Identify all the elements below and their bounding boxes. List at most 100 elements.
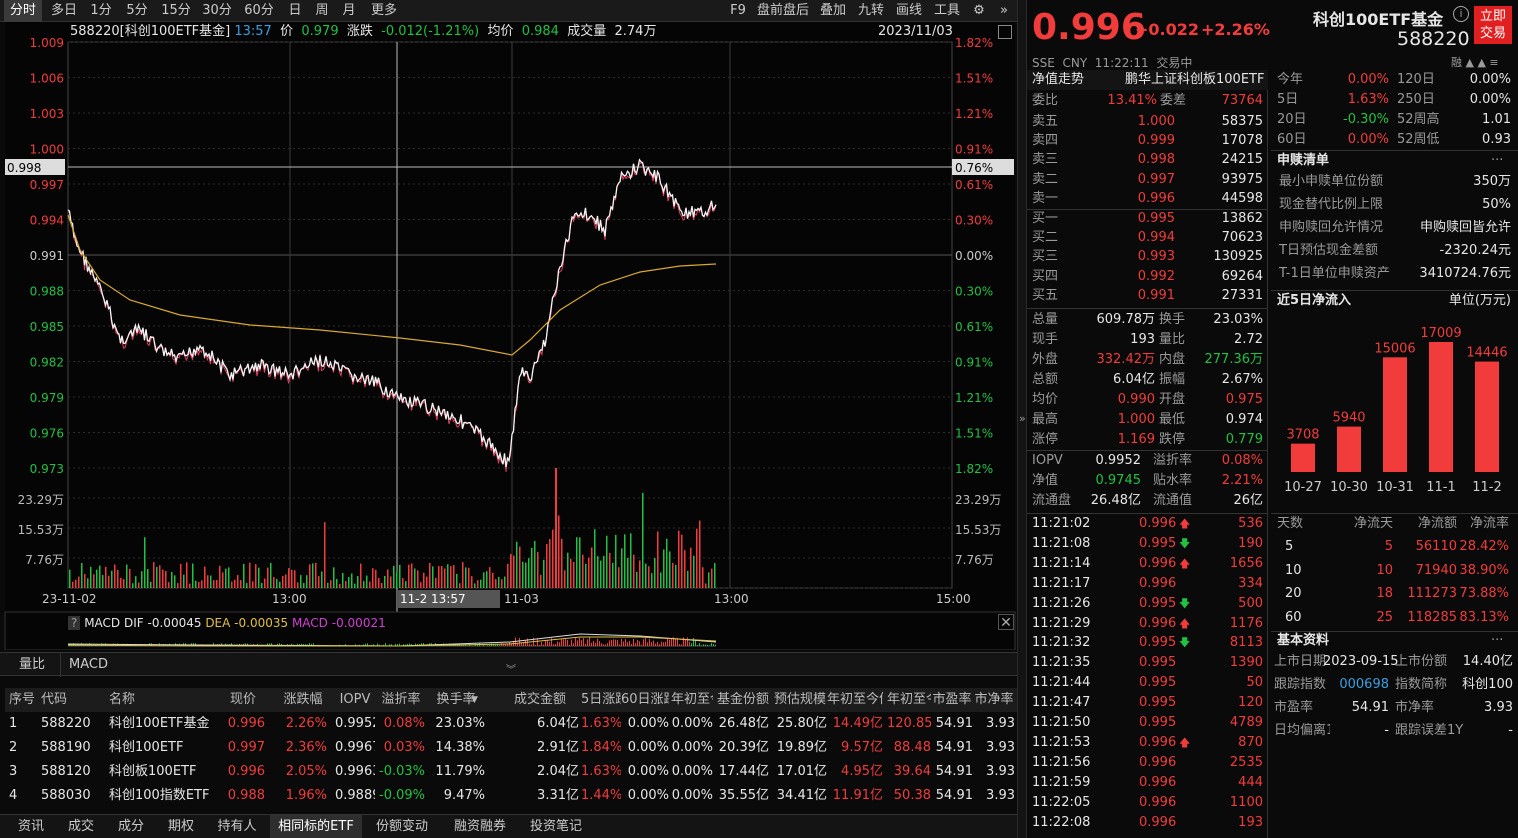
column-header[interactable]: 市净率 — [974, 692, 1014, 707]
intraday-chart[interactable]: 1.009 1.006 1.003 1.000 0.997 0.994 0.991 0.988… — [0, 0, 1017, 650]
macd-bar — [299, 643, 300, 646]
quick-icons[interactable]: 融 ▲ ▲ ≡ — [1451, 56, 1499, 69]
panel-divider[interactable]: » — [1017, 0, 1027, 838]
tab-same-index-etf[interactable]: 相同标的ETF — [270, 815, 362, 838]
bid-level[interactable]: 买五 0.991 27331 — [1027, 286, 1268, 306]
tab-margin[interactable]: 融资融券 — [453, 819, 506, 834]
quote-time: 11:22:11 — [1094, 56, 1149, 70]
ask-level[interactable]: 卖四 0.999 17078 — [1027, 131, 1268, 151]
ask-level[interactable]: 卖五 1.000 58375 — [1027, 112, 1268, 132]
column-header[interactable]: 涨跌幅 — [283, 692, 323, 707]
inflow-bar[interactable] — [1429, 342, 1453, 472]
inflow-bar[interactable] — [1291, 443, 1315, 472]
tab-news[interactable]: 资讯 — [17, 819, 44, 834]
inflow-bar[interactable] — [1383, 357, 1407, 472]
period-tab-15min[interactable]: 15分 — [161, 3, 191, 18]
tool-draw[interactable]: 画线 — [895, 3, 922, 18]
sort-desc-icon[interactable]: ▼ — [471, 695, 478, 705]
tool-prepost[interactable]: 盘前盘后 — [756, 3, 809, 18]
more-icon[interactable]: ··· — [1491, 633, 1504, 648]
column-header[interactable]: 5日涨跌 — [581, 692, 621, 707]
help-icon[interactable]: ? — [68, 616, 81, 630]
level-price: 0.996 — [1137, 190, 1175, 206]
divider — [1027, 513, 1268, 514]
bid-level[interactable]: 买二 0.994 70623 — [1027, 228, 1268, 248]
collapse-arrow-icon[interactable]: » — [1019, 412, 1026, 425]
layout-icon[interactable] — [998, 25, 1012, 39]
period-tab-multiday[interactable]: 多日 — [50, 3, 77, 18]
period-tab-5min[interactable]: 5分 — [126, 3, 148, 18]
tab-options[interactable]: 期权 — [167, 819, 194, 834]
sub-list-label: 现金替代比例上限 — [1279, 197, 1384, 212]
bid-level[interactable]: 买三 0.993 130925 — [1027, 247, 1268, 267]
column-header[interactable]: 换手率 — [436, 692, 476, 707]
column-header[interactable]: 年初至今规模 — [887, 692, 931, 707]
double-chevron-right-icon[interactable]: » — [1000, 3, 1008, 18]
period-tab-more[interactable]: 更多 — [370, 3, 397, 18]
column-header[interactable]: 溢折率 — [381, 692, 421, 707]
divider — [1271, 290, 1518, 291]
ask-level[interactable]: 卖三 0.998 24215 — [1027, 150, 1268, 170]
stat-label: 量比 — [1159, 332, 1186, 347]
chart-panel: 分时 多日 1分 5分 15分 30分 60分 日 周 月 更多 F9 盘前盘后… — [0, 0, 1017, 838]
ask-level[interactable]: 卖一 0.996 44598 — [1027, 189, 1268, 209]
arrow-up-icon: 🡅 — [1179, 735, 1191, 749]
more-icon[interactable]: ··· — [1491, 153, 1504, 168]
tab-notes[interactable]: 投资笔记 — [529, 819, 582, 834]
inflow-bar[interactable] — [1475, 361, 1499, 472]
period-tab-60min[interactable]: 60分 — [244, 3, 274, 18]
period-tab-30min[interactable]: 30分 — [202, 3, 232, 18]
column-header[interactable]: 预估规模 — [773, 692, 826, 707]
column-header[interactable]: 年初至今 — [671, 692, 713, 707]
period-tab-day[interactable]: 日 — [288, 3, 302, 18]
tick-row: 11:21:35 0.995 1390 — [1027, 653, 1268, 673]
tab-components[interactable]: 成分 — [117, 819, 144, 834]
period-tab-week[interactable]: 周 — [315, 3, 329, 18]
tab-macd[interactable]: MACD — [60, 653, 116, 677]
tab-trades[interactable]: 成交 — [67, 819, 94, 834]
tool-tools[interactable]: 工具 — [933, 3, 960, 18]
bid-level[interactable]: 买一 0.995 13862 — [1027, 209, 1268, 229]
gear-icon[interactable]: ⚙ — [973, 3, 985, 18]
volume-bar — [69, 569, 71, 588]
column-header[interactable]: 序号 — [9, 692, 36, 707]
table-cell: 120.85 — [887, 716, 931, 731]
table-row[interactable]: 4 588030 科创100指数ETF 0.988 1.96% 0.9889 -0.09% 9… — [5, 784, 1017, 808]
column-header[interactable]: 市盈率 — [932, 692, 972, 707]
column-header[interactable]: 60日涨跌 — [621, 692, 669, 707]
volume-bar — [120, 577, 122, 588]
period-tab-1min[interactable]: 1分 — [90, 3, 112, 18]
tick-row: 11:21:32 0.995 🡇 8113 — [1027, 633, 1268, 653]
table-row[interactable]: 2 588190 科创100ETF 0.997 2.36% 0.9967 0.03% 14.3… — [5, 736, 1017, 760]
ask-level[interactable]: 卖二 0.997 93975 — [1027, 170, 1268, 190]
tool-jiuzhuan[interactable]: 九转 — [857, 3, 884, 18]
tool-f9[interactable]: F9 — [730, 3, 746, 18]
stat-value: 1.000 — [1117, 412, 1155, 427]
collapse-chevron-icon[interactable]: ︾ — [506, 665, 516, 676]
nav-trend-link[interactable]: 净值走势 — [1032, 72, 1085, 87]
column-header[interactable]: IOPV — [339, 692, 371, 707]
column-header[interactable]: 现价 — [229, 692, 256, 707]
period-tab-fenshi[interactable]: 分时 — [4, 0, 42, 22]
tab-liangbi[interactable]: 量比 — [18, 657, 45, 672]
column-header[interactable]: 基金份额 — [717, 692, 769, 707]
column-header[interactable]: 代码 — [41, 692, 68, 707]
macd-bar — [613, 639, 614, 646]
tick-row: 11:21:50 0.995 4789 — [1027, 713, 1268, 733]
basic-value[interactable]: 000698 — [1339, 677, 1389, 692]
macd-bar — [373, 644, 374, 646]
tool-overlay[interactable]: 叠加 — [819, 3, 846, 18]
close-icon[interactable]: ✕ — [998, 614, 1014, 631]
tab-holders[interactable]: 持有人 — [217, 819, 257, 834]
trade-now-button[interactable]: 立即交易 — [1474, 6, 1512, 44]
column-header[interactable]: 名称 — [109, 692, 136, 707]
column-header[interactable]: 年初至今份额 — [827, 692, 883, 707]
inflow-bar[interactable] — [1337, 426, 1361, 472]
period-tab-month[interactable]: 月 — [342, 3, 356, 18]
info-icon[interactable]: i — [1453, 6, 1469, 22]
tab-share-change[interactable]: 份额变动 — [375, 819, 428, 834]
bid-level[interactable]: 买四 0.992 69264 — [1027, 267, 1268, 287]
table-row[interactable]: 1 588220 科创100ETF基金 0.996 2.26% 0.9952 0.08% 23… — [5, 712, 1017, 736]
column-header[interactable]: 成交金额 — [513, 692, 566, 707]
